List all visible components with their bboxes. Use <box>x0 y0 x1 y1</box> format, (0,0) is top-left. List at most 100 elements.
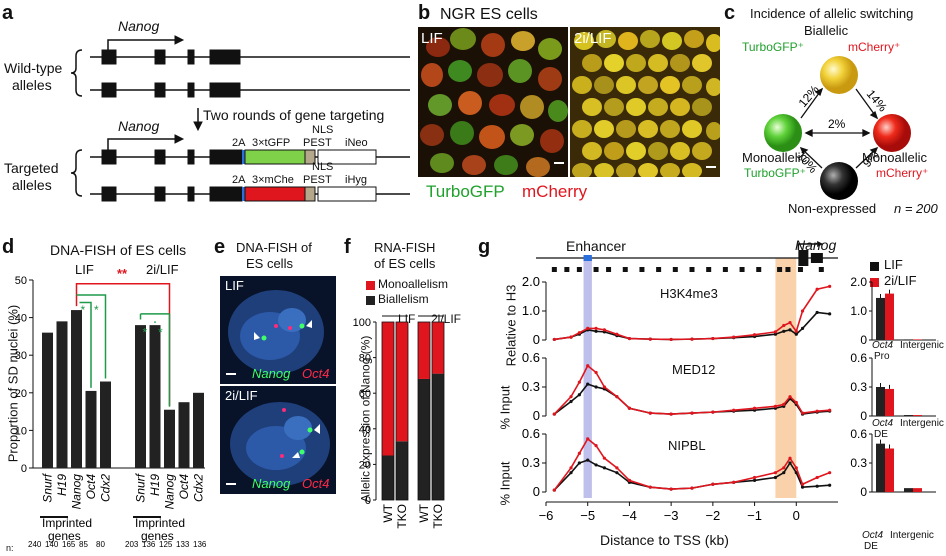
y-tick-label: 0.3 <box>522 379 540 394</box>
monoallelic-green-sphere <box>764 114 802 152</box>
category-label: Oct4 <box>84 474 98 500</box>
data-point <box>669 337 673 342</box>
bar-outline <box>395 321 409 501</box>
amplicon-marker <box>551 267 557 272</box>
y-tick-label: 20 <box>15 388 27 400</box>
fish-oct4-label: Oct4 <box>302 366 330 381</box>
x-tick-label: −6 <box>539 508 554 523</box>
category-label: WT <box>417 503 431 522</box>
data-point <box>788 461 792 465</box>
bar-monoallelism <box>418 322 430 379</box>
micrograph-2i-label: 2i/LIF <box>574 30 612 47</box>
exon <box>209 186 243 202</box>
data-point <box>569 395 573 399</box>
category-label: H19 <box>55 474 69 496</box>
bar <box>42 332 53 468</box>
category-label: Snurf <box>134 472 148 502</box>
bar-biallelism <box>432 373 444 500</box>
data-point <box>594 370 598 375</box>
nanog-spot <box>307 427 313 433</box>
c1-nls: NLS <box>312 124 334 136</box>
data-point <box>586 364 590 368</box>
data-point <box>711 482 715 486</box>
bar <box>164 409 175 468</box>
bar <box>135 325 146 468</box>
imprinted-label: genes <box>141 529 174 543</box>
data-point <box>800 326 805 330</box>
fish-2i-label: 2i/LIF <box>225 388 258 403</box>
fish-lif-label: LIF <box>225 278 244 293</box>
data-point <box>752 406 757 410</box>
g-track-3: NIPBL <box>668 438 706 453</box>
side-label-1a: Oct4 <box>872 340 894 351</box>
amplicon-marker <box>689 267 695 272</box>
g-enhancer: Enhancer <box>566 238 626 254</box>
bar-LIF <box>876 297 885 340</box>
t2a-segment <box>242 187 245 201</box>
panel-c-label: c <box>724 2 736 24</box>
cell-nuclei <box>420 28 568 177</box>
bar-LIF <box>904 339 913 340</box>
amplicon-marker <box>672 267 678 272</box>
targeting-label: Two rounds of gene targeting <box>203 107 385 123</box>
c1-pest: PEST <box>303 137 332 149</box>
bar-monoallelism <box>396 322 408 442</box>
exon <box>154 82 166 98</box>
c-mono-red: mCherry⁺ <box>876 166 929 180</box>
exon <box>187 149 195 165</box>
amplicon-marker <box>639 267 645 272</box>
side-label-1c: Intergenic <box>900 340 944 351</box>
amplicon-marker <box>722 267 728 272</box>
wt-brace <box>70 49 83 97</box>
exon <box>209 149 243 165</box>
g-track-2: MED12 <box>672 362 716 377</box>
fish-image-2i <box>220 386 336 494</box>
data-point <box>627 478 632 482</box>
bar-LIF <box>876 387 885 416</box>
exon <box>101 186 117 202</box>
data-point <box>828 408 832 412</box>
y-tick-label: 0 <box>533 484 540 499</box>
bar <box>193 392 204 468</box>
data-point <box>788 328 792 332</box>
micrograph-2i <box>570 27 720 177</box>
tss-arrow <box>797 243 818 250</box>
fish-oct4-label-2: Oct4 <box>302 476 330 491</box>
bar-outline <box>431 321 445 501</box>
data-point <box>577 461 581 465</box>
exon <box>101 49 117 65</box>
chart-d: 0 10 20 30 40 50 Snurf 240 H19 140 Nanog 165 Oct4 85 C… <box>15 266 207 549</box>
sig-green: * <box>94 303 99 317</box>
oct4-spot <box>274 324 278 328</box>
pest-segment <box>304 186 316 202</box>
g-ylabel-2: % Input <box>497 385 513 430</box>
tgfp-segment <box>244 149 306 165</box>
c-n: n = 200 <box>894 201 938 216</box>
exon <box>187 49 195 65</box>
x-tick-label: −2 <box>705 508 720 523</box>
panel-g-label: g <box>478 236 491 258</box>
data-point <box>602 456 606 460</box>
amplicon-marker <box>818 267 824 272</box>
panel-e-label: e <box>214 236 226 258</box>
data-point <box>773 471 778 475</box>
g-xlabel: Distance to TSS (kb) <box>600 532 729 548</box>
exon <box>154 149 166 165</box>
exon <box>101 149 117 165</box>
data-point <box>782 471 786 475</box>
bar <box>56 321 68 468</box>
y-tick-label: 0.3 <box>522 455 540 470</box>
y-tick-label: 60 <box>359 388 371 400</box>
ihyg-cassette <box>317 186 377 202</box>
nanog-spot <box>299 323 305 329</box>
bar-outline <box>417 321 431 501</box>
side-label-1b: Pro <box>874 351 890 362</box>
pointer-arrow <box>292 452 300 458</box>
y-tick-label: 10 <box>15 425 27 437</box>
category-label: Cdx2 <box>99 474 113 502</box>
data-point <box>648 485 652 489</box>
biallelic-sphere <box>820 56 858 94</box>
bar-monoallelism <box>382 322 394 456</box>
nanog-spot <box>299 449 305 455</box>
c2-sel: iHyg <box>345 174 368 186</box>
